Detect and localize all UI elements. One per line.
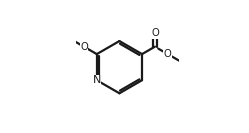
Text: O: O [80, 42, 88, 52]
Text: O: O [164, 49, 172, 59]
Text: N: N [93, 75, 101, 85]
Text: O: O [151, 28, 159, 38]
